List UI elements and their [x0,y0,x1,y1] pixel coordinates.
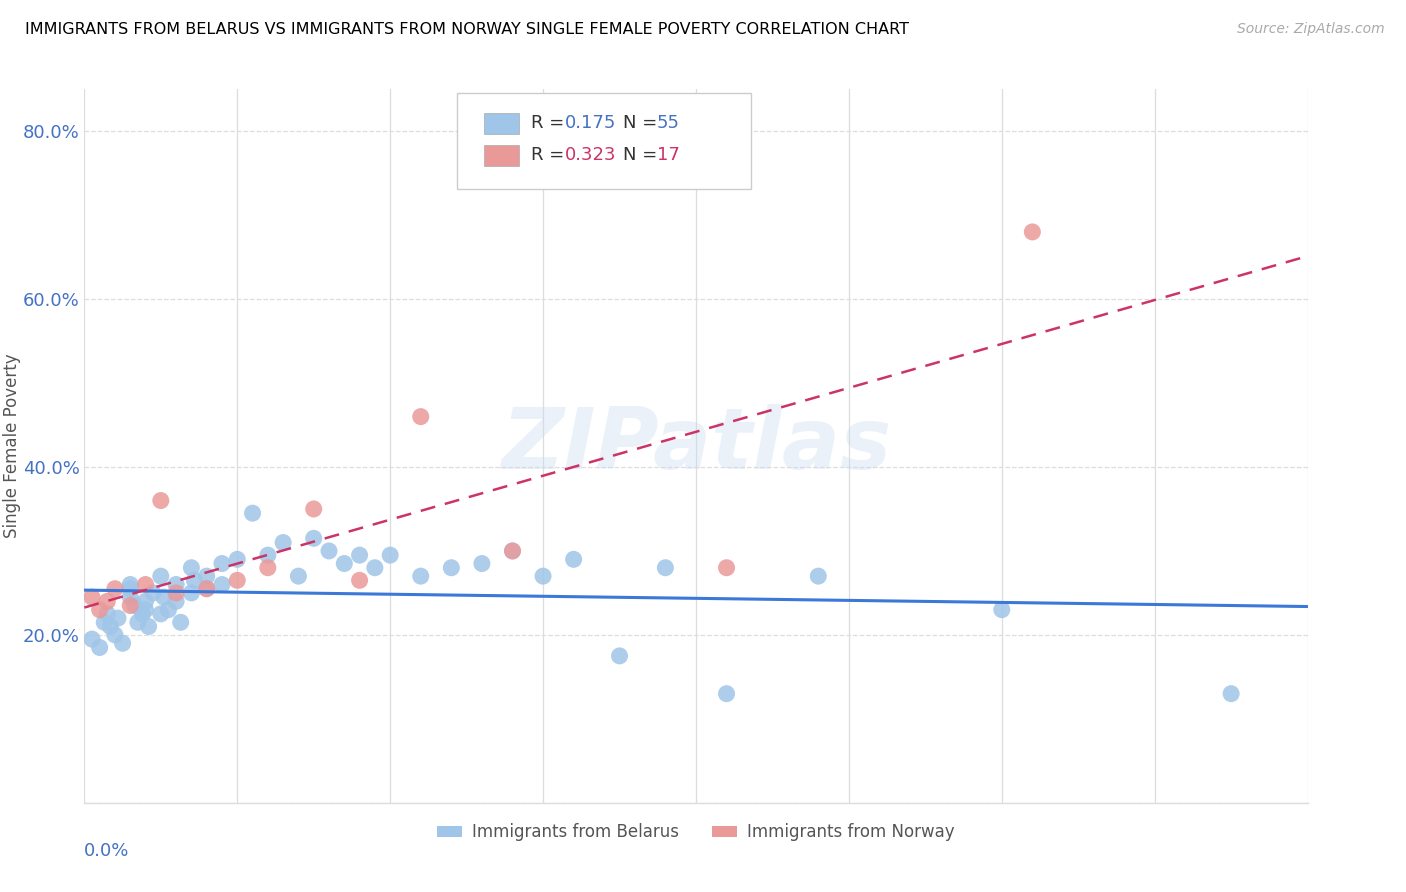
Point [93,615,115,630]
Point [98,619,121,633]
Point [170,615,193,630]
Point [180,560,202,574]
Point [89,640,111,655]
Point [1220,687,1243,701]
Point [716,687,738,701]
Point [135,577,157,591]
Point [502,544,524,558]
Text: N =: N = [623,114,662,132]
Text: 55: 55 [657,114,681,132]
Point [257,560,280,574]
Text: 0.0%: 0.0% [84,842,129,860]
Point [135,594,157,608]
Text: ZIPatlas: ZIPatlas [501,404,891,488]
Point [654,560,676,574]
Point [138,619,160,633]
Text: R =: R = [531,114,569,132]
Point [1021,225,1043,239]
Point [104,582,127,596]
Text: 17: 17 [657,146,679,164]
Point [120,582,142,596]
Point [562,552,585,566]
Point [211,577,233,591]
Point [120,577,142,591]
Point [226,574,249,588]
Text: 0.175: 0.175 [565,114,616,132]
Point [153,590,176,604]
Point [111,636,134,650]
Text: Source: ZipAtlas.com: Source: ZipAtlas.com [1237,22,1385,37]
Point [80,590,103,604]
Point [364,560,387,574]
Point [257,548,280,562]
FancyBboxPatch shape [484,145,519,166]
Point [183,574,205,588]
Point [195,582,218,596]
Point [531,569,554,583]
Text: N =: N = [623,146,662,164]
Point [226,552,249,566]
Point [96,607,118,621]
Point [104,628,127,642]
Point [349,574,371,588]
Point [302,532,325,546]
Point [716,560,738,574]
Point [120,590,142,604]
Point [157,603,180,617]
FancyBboxPatch shape [484,112,519,134]
Point [80,632,103,646]
Point [149,569,172,583]
Point [135,603,157,617]
Point [242,506,264,520]
Point [195,582,218,596]
FancyBboxPatch shape [457,93,751,189]
Point [302,502,325,516]
Point [333,557,356,571]
Legend: Immigrants from Belarus, Immigrants from Norway: Immigrants from Belarus, Immigrants from… [430,817,962,848]
Point [318,544,340,558]
Point [165,586,187,600]
Point [180,586,202,600]
Point [211,557,233,571]
Point [96,594,118,608]
Point [165,594,187,608]
Point [165,577,187,591]
Point [409,569,432,583]
Point [120,599,142,613]
Point [380,548,402,562]
Point [502,544,524,558]
Point [124,599,146,613]
Point [127,615,149,630]
Point [440,560,463,574]
Y-axis label: Single Female Poverty: Single Female Poverty [3,354,21,538]
Point [271,535,294,549]
Point [142,586,165,600]
Point [89,603,111,617]
Text: 0.323: 0.323 [565,146,617,164]
Point [149,607,172,621]
Point [349,548,371,562]
Point [609,648,631,663]
Point [471,557,494,571]
Point [131,607,153,621]
Text: R =: R = [531,146,569,164]
Point [149,493,172,508]
Point [287,569,309,583]
Point [107,611,129,625]
Point [409,409,432,424]
Point [195,569,218,583]
Point [991,603,1014,617]
Text: IMMIGRANTS FROM BELARUS VS IMMIGRANTS FROM NORWAY SINGLE FEMALE POVERTY CORRELAT: IMMIGRANTS FROM BELARUS VS IMMIGRANTS FR… [25,22,910,37]
Point [807,569,830,583]
